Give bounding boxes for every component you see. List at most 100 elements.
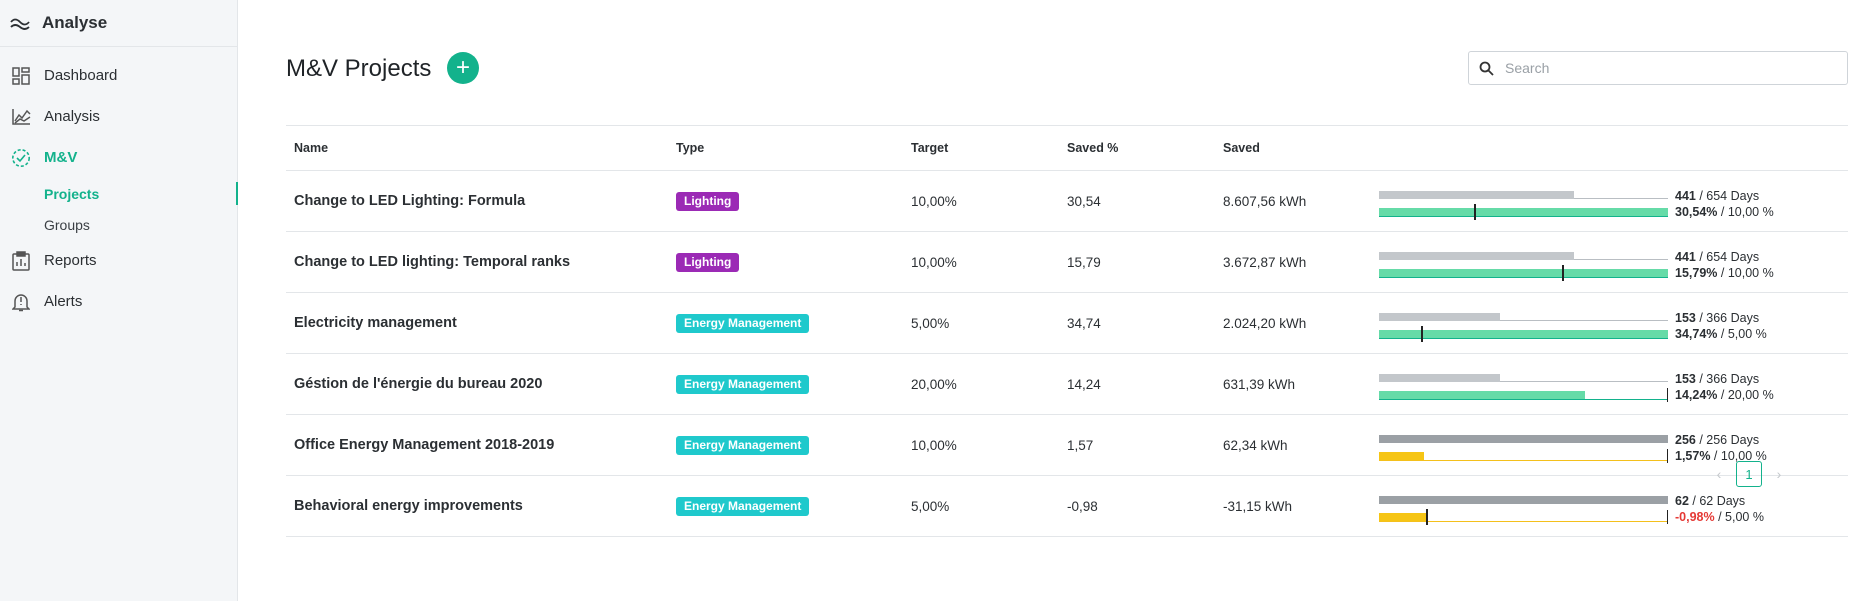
project-saved-pct: 15,79 <box>1067 254 1101 270</box>
sidebar-item-label: Analysis <box>44 108 100 125</box>
sidebar-subitem-groups[interactable]: Groups <box>0 209 237 240</box>
saved-percent: 34,74% <box>1675 327 1718 341</box>
project-saved: -31,15 kWh <box>1223 498 1293 514</box>
project-saved-pct: -0,98 <box>1067 498 1098 514</box>
table-row[interactable]: Office Energy Management 2018-2019 Energy… <box>286 415 1848 476</box>
sidebar-item-label: Reports <box>44 252 97 269</box>
end-marker <box>1666 510 1668 524</box>
savings-progress-fill <box>1379 391 1585 399</box>
savings-progress-track <box>1379 399 1668 400</box>
add-project-button[interactable]: + <box>447 52 479 84</box>
target-marker <box>1421 326 1423 342</box>
savings-progress-fill <box>1379 513 1426 521</box>
days-total: / 256 Days <box>1695 433 1760 447</box>
target-percent: / 10,00 % <box>1717 266 1774 280</box>
days-total: / 654 Days <box>1695 250 1760 264</box>
prev-page-button[interactable]: ‹ <box>1716 466 1722 482</box>
time-progress-fill <box>1379 191 1574 199</box>
savings-progress-track <box>1379 460 1668 461</box>
savings-progress-bar <box>1379 449 1668 463</box>
days-done: 441 <box>1675 250 1696 264</box>
table-row[interactable]: Change to LED Lighting: Formula Lighting 1… <box>286 171 1848 232</box>
sidebar-item-dashboard[interactable]: Dashboard <box>0 55 237 96</box>
project-saved-pct: 30,54 <box>1067 193 1101 209</box>
app-brand[interactable]: Analyse <box>0 0 237 47</box>
table-header: Name Type Target Saved % Saved <box>286 125 1848 171</box>
project-type-cell: Energy Management <box>676 374 911 394</box>
project-name[interactable]: Office Energy Management 2018-2019 <box>294 437 555 453</box>
project-saved: 2.024,20 kWh <box>1223 315 1307 331</box>
page-number-button[interactable]: 1 <box>1736 461 1762 487</box>
table-row[interactable]: Electricity management Energy Management 5… <box>286 293 1848 354</box>
sidebar-item-label: M&V <box>44 149 78 166</box>
column-header-saved-pct[interactable]: Saved % <box>1067 141 1119 155</box>
saved-percent: 30,54% <box>1675 205 1718 219</box>
progress-cell: 256 / 256 Days 1,57% / 10,00 % <box>1379 415 1848 475</box>
target-percent: / 5,00 % <box>1714 510 1764 524</box>
project-type-cell: Lighting <box>676 252 911 272</box>
savings-progress-fill <box>1379 452 1424 460</box>
project-name[interactable]: Change to LED Lighting: Formula <box>294 193 526 209</box>
sidebar-subitem-projects[interactable]: Projects <box>0 178 238 209</box>
sidebar-item-reports[interactable]: Reports <box>0 240 237 281</box>
savings-progress-track <box>1379 521 1668 522</box>
time-progress-fill <box>1379 252 1574 260</box>
days-done: 153 <box>1675 311 1696 325</box>
time-progress-bar <box>1379 374 1668 382</box>
days-done: 441 <box>1675 189 1696 203</box>
project-name[interactable]: Electricity management <box>294 315 457 331</box>
days-done: 153 <box>1675 372 1696 386</box>
circle-check-icon <box>10 147 32 169</box>
target-percent: / 5,00 % <box>1717 327 1767 341</box>
project-type-cell: Energy Management <box>676 435 911 455</box>
time-progress-bar <box>1379 496 1668 504</box>
savings-progress-bar <box>1379 265 1668 281</box>
savings-progress-fill <box>1379 208 1668 216</box>
time-progress-track <box>1379 381 1668 382</box>
pagination: ‹ 1 › <box>1708 461 1790 487</box>
days-total: / 366 Days <box>1695 311 1760 325</box>
column-header-name[interactable]: Name <box>294 141 329 155</box>
column-header-target[interactable]: Target <box>911 141 949 155</box>
time-progress-bar <box>1379 252 1668 260</box>
saved-percent: -0,98% <box>1675 510 1715 524</box>
saved-percent: 1,57% <box>1675 449 1711 463</box>
dashboard-icon <box>10 65 32 87</box>
target-marker <box>1426 509 1428 525</box>
target-percent: / 10,00 % <box>1717 205 1774 219</box>
next-page-button[interactable]: › <box>1776 466 1782 482</box>
sidebar-item-alerts[interactable]: Alerts <box>0 281 237 322</box>
time-progress-fill <box>1379 374 1500 382</box>
target-marker <box>1562 265 1564 281</box>
progress-cell: 62 / 62 Days -0,98% / 5,00 % <box>1379 476 1848 536</box>
search-input[interactable] <box>1505 60 1847 76</box>
table-row[interactable]: Géstion de l'énergie du bureau 2020 Energ… <box>286 354 1848 415</box>
project-name[interactable]: Change to LED lighting: Temporal ranks <box>294 254 571 270</box>
savings-progress-text: 30,54% / 10,00 % <box>1675 205 1774 219</box>
time-progress-track <box>1379 320 1668 321</box>
days-progress-text: 256 / 256 Days <box>1675 433 1759 447</box>
column-header-type[interactable]: Type <box>676 141 705 155</box>
type-badge: Lighting <box>676 191 740 211</box>
savings-progress-bar <box>1379 326 1668 342</box>
savings-progress-fill <box>1379 269 1668 277</box>
chart-line-icon <box>10 106 32 128</box>
days-total: / 62 Days <box>1688 494 1746 508</box>
project-name[interactable]: Géstion de l'énergie du bureau 2020 <box>294 376 543 392</box>
savings-progress-bar <box>1379 204 1668 220</box>
type-badge: Energy Management <box>676 313 810 333</box>
days-progress-text: 153 / 366 Days <box>1675 372 1759 386</box>
sidebar-item-label: Alerts <box>44 293 83 310</box>
days-progress-text: 441 / 654 Days <box>1675 189 1759 203</box>
time-progress-bar <box>1379 435 1668 443</box>
project-name[interactable]: Behavioral energy improvements <box>294 498 523 514</box>
table-row[interactable]: Change to LED lighting: Temporal ranks Li… <box>286 232 1848 293</box>
sidebar-item-mv[interactable]: M&V <box>0 137 237 178</box>
page-title: M&V Projects <box>286 55 432 82</box>
table-row[interactable]: Behavioral energy improvements Energy Man… <box>286 476 1848 537</box>
sidebar-item-analysis[interactable]: Analysis <box>0 96 237 137</box>
savings-progress-text: 15,79% / 10,00 % <box>1675 266 1774 280</box>
column-header-saved[interactable]: Saved <box>1223 141 1260 155</box>
progress-cell: 153 / 366 Days 14,24% / 20,00 % <box>1379 354 1848 414</box>
target-percent: / 20,00 % <box>1717 388 1774 402</box>
